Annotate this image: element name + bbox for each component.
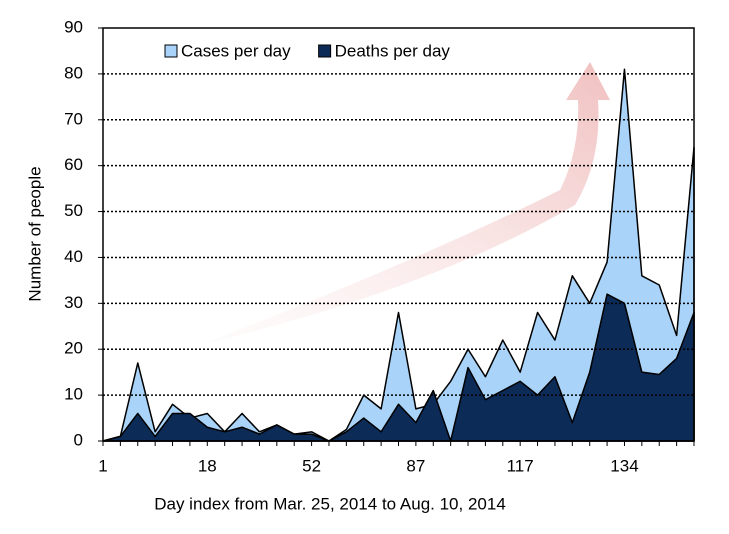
legend-label: Deaths per day <box>335 41 451 60</box>
x-tick-label: 134 <box>610 456 638 475</box>
x-tick-label: 18 <box>198 456 217 475</box>
y-tick-label: 50 <box>64 201 83 220</box>
x-tick-label: 117 <box>507 456 534 475</box>
legend-swatch <box>164 44 178 58</box>
y-tick-label: 80 <box>64 63 83 82</box>
x-tick-label: 1 <box>98 456 107 475</box>
x-axis-title: Day index from Mar. 25, 2014 to Aug. 10,… <box>154 494 506 513</box>
y-tick-label: 30 <box>64 293 83 312</box>
y-tick-label: 20 <box>64 339 83 358</box>
y-tick-label: 10 <box>64 385 83 404</box>
legend-label: Cases per day <box>181 41 291 60</box>
legend-swatch <box>318 44 332 58</box>
x-tick-label: 52 <box>302 456 321 475</box>
y-tick-label: 0 <box>74 430 83 449</box>
y-axis-title: Number of people <box>25 166 44 301</box>
trend-arrow <box>200 62 610 345</box>
area <box>102 68 695 442</box>
y-tick-label: 70 <box>64 109 83 128</box>
y-tick-label: 40 <box>64 247 83 266</box>
y-tick-label: 90 <box>64 17 83 36</box>
x-tick-label: 87 <box>406 456 425 475</box>
y-tick-label: 60 <box>64 155 83 174</box>
